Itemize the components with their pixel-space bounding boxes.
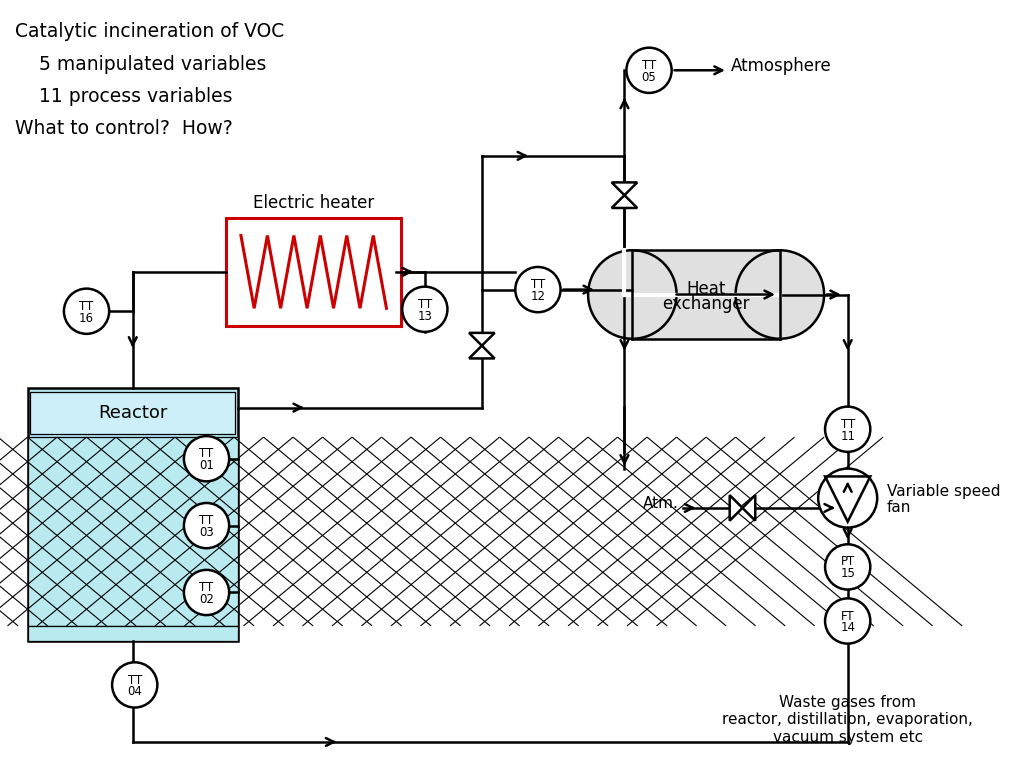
Circle shape <box>825 598 870 644</box>
Text: exchanger: exchanger <box>663 296 750 313</box>
Circle shape <box>627 48 672 93</box>
Text: TT: TT <box>80 300 93 313</box>
Ellipse shape <box>588 250 677 339</box>
Text: TT: TT <box>200 515 214 527</box>
Circle shape <box>515 267 560 313</box>
Polygon shape <box>611 183 637 195</box>
Text: 03: 03 <box>199 526 214 539</box>
Text: What to control?  How?: What to control? How? <box>14 120 232 138</box>
Text: Waste gases from: Waste gases from <box>779 695 916 710</box>
Text: 04: 04 <box>127 685 142 698</box>
Ellipse shape <box>735 250 824 339</box>
Text: TT: TT <box>530 278 545 291</box>
Text: reactor, distillation, evaporation,: reactor, distillation, evaporation, <box>722 713 973 727</box>
Circle shape <box>112 662 158 707</box>
Bar <box>28 388 238 641</box>
Text: TT: TT <box>642 59 656 72</box>
Circle shape <box>63 289 110 334</box>
Bar <box>28 437 238 626</box>
Text: 11: 11 <box>840 429 855 442</box>
Bar <box>226 218 401 326</box>
Text: Atmosphere: Atmosphere <box>731 58 831 75</box>
Text: 05: 05 <box>642 71 656 84</box>
Text: 01: 01 <box>199 459 214 472</box>
Text: TT: TT <box>128 674 142 687</box>
Text: Atm.: Atm. <box>643 496 679 511</box>
Circle shape <box>184 570 229 615</box>
Polygon shape <box>469 346 495 359</box>
Text: 02: 02 <box>199 593 214 606</box>
Text: 15: 15 <box>841 568 855 581</box>
Text: Catalytic incineration of VOC: Catalytic incineration of VOC <box>14 22 284 41</box>
Text: 11 process variables: 11 process variables <box>14 87 232 106</box>
Text: 13: 13 <box>418 310 432 323</box>
Text: Electric heater: Electric heater <box>253 194 375 212</box>
Bar <box>31 392 236 434</box>
Text: 16: 16 <box>79 312 94 325</box>
Text: FT: FT <box>841 610 854 623</box>
Text: Reactor: Reactor <box>98 404 168 422</box>
Text: vacuum system etc: vacuum system etc <box>773 730 923 745</box>
Polygon shape <box>730 495 742 521</box>
Circle shape <box>818 468 878 528</box>
Text: TT: TT <box>200 581 214 594</box>
Polygon shape <box>611 195 637 208</box>
Text: fan: fan <box>887 501 911 515</box>
Text: PT: PT <box>841 555 855 568</box>
Circle shape <box>184 436 229 482</box>
Circle shape <box>184 503 229 548</box>
Text: 12: 12 <box>530 290 546 303</box>
Circle shape <box>402 286 447 332</box>
Text: 14: 14 <box>840 621 855 634</box>
Text: TT: TT <box>841 418 855 431</box>
Bar <box>28 626 238 641</box>
Text: TT: TT <box>418 298 432 311</box>
Text: Heat: Heat <box>686 280 726 298</box>
Text: 5 manipulated variables: 5 manipulated variables <box>14 55 266 74</box>
Text: TT: TT <box>200 447 214 460</box>
Circle shape <box>825 545 870 590</box>
Circle shape <box>825 406 870 452</box>
Polygon shape <box>742 495 756 521</box>
Bar <box>633 250 780 339</box>
Text: Variable speed: Variable speed <box>887 484 1000 498</box>
Polygon shape <box>469 333 495 346</box>
